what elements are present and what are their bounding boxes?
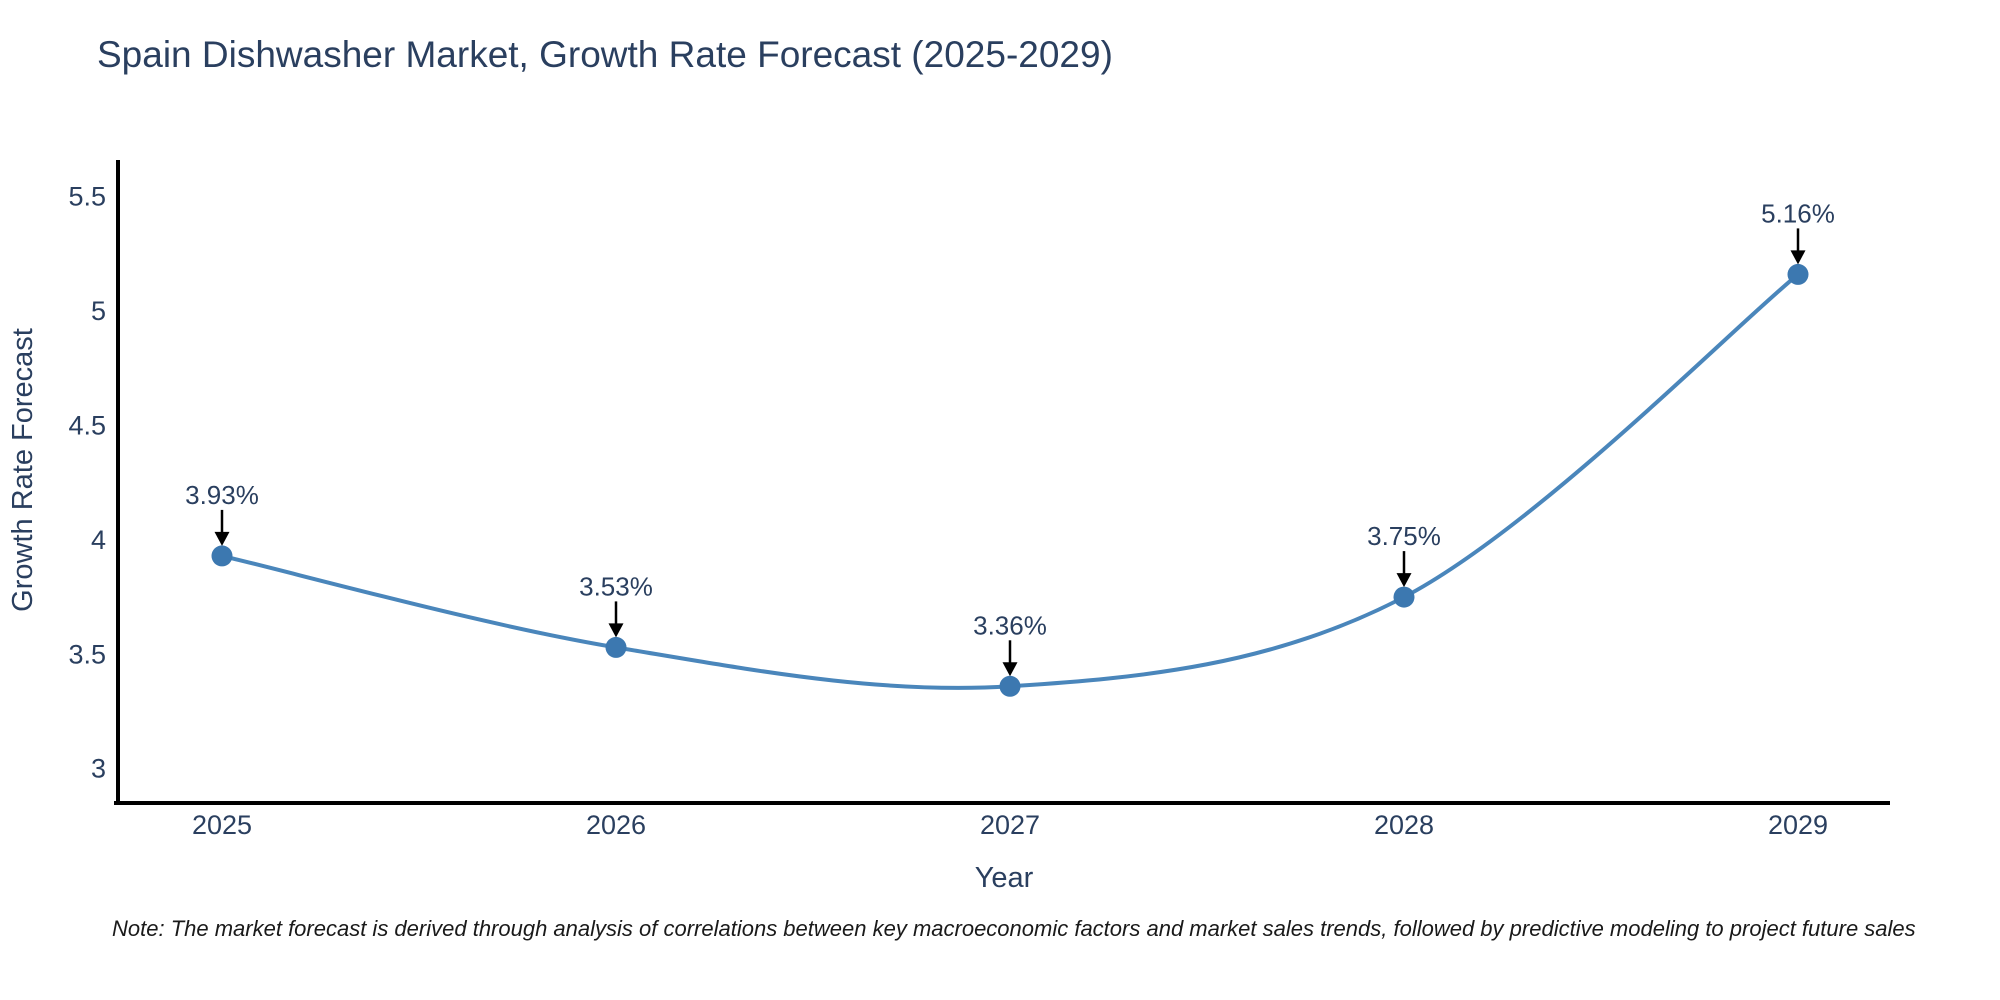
annotation-arrow-head xyxy=(1396,573,1412,588)
x-tick-label: 2026 xyxy=(586,810,646,840)
y-tick-label: 3.5 xyxy=(68,639,106,669)
data-point-marker[interactable] xyxy=(1787,263,1809,285)
x-axis-title: Year xyxy=(975,862,1034,894)
y-tick-label: 4 xyxy=(91,525,106,555)
chart-title: Spain Dishwasher Market, Growth Rate For… xyxy=(97,34,1113,75)
annotation-label: 3.53% xyxy=(579,571,653,601)
y-tick-label: 4.5 xyxy=(68,410,106,440)
annotation-label: 3.93% xyxy=(185,480,259,510)
annotation-label: 5.16% xyxy=(1761,198,1835,228)
annotation-arrow-head xyxy=(608,623,624,638)
annotation-arrow-head xyxy=(1790,250,1806,265)
chart-footnote: Note: The market forecast is derived thr… xyxy=(112,916,1916,941)
x-tick-label: 2029 xyxy=(1768,810,1828,840)
x-tick-label: 2028 xyxy=(1374,810,1434,840)
data-point-marker[interactable] xyxy=(211,545,233,567)
x-tick-label: 2027 xyxy=(980,810,1040,840)
annotation-arrow-head xyxy=(214,531,230,546)
data-point-marker[interactable] xyxy=(999,675,1021,697)
y-axis-title: Growth Rate Forecast xyxy=(7,328,39,612)
data-point-marker[interactable] xyxy=(605,636,627,658)
y-tick-label: 3 xyxy=(91,754,106,784)
y-tick-label: 5 xyxy=(91,296,106,326)
annotation-arrow-head xyxy=(1002,662,1018,677)
annotation-label: 3.36% xyxy=(973,610,1047,640)
annotation-label: 3.75% xyxy=(1367,521,1441,551)
data-point-marker[interactable] xyxy=(1393,586,1415,608)
y-tick-label: 5.5 xyxy=(68,182,106,212)
x-tick-label: 2025 xyxy=(192,810,252,840)
